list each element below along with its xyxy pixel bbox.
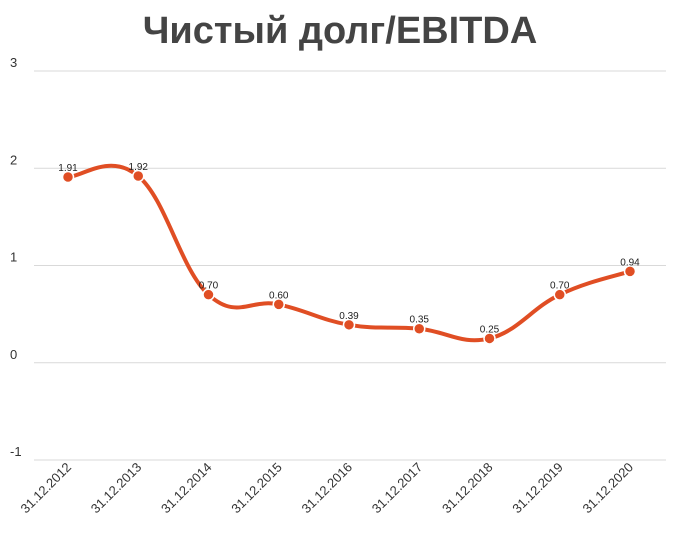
data-point — [132, 169, 145, 183]
data-label: 0.60 — [269, 290, 289, 301]
data-point — [61, 170, 75, 184]
x-tick-label: 31.12.2020 — [579, 460, 636, 517]
y-tick-label: 3 — [10, 55, 17, 70]
series-lines — [66, 163, 632, 343]
x-axis-ticks: 31.12.2012 31.12.2013 31.12.2014 31.12.2015… — [17, 460, 636, 517]
x-tick-label: 31.12.2013 — [88, 460, 145, 517]
data-label: 1.92 — [129, 162, 149, 173]
x-tick-label: 31.12.2015 — [228, 460, 285, 517]
y-tick-label: 1 — [10, 250, 17, 265]
x-tick-label: 31.12.2017 — [369, 460, 426, 517]
y-tick-label: 0 — [10, 347, 17, 362]
y-axis-ticks: 3 2 1 0 -1 — [10, 55, 22, 459]
x-tick-label: 31.12.2012 — [17, 460, 74, 517]
data-labels: 1.91 1.92 0.70 0.60 0.39 0.35 0.25 0.70 0.94 — [58, 162, 640, 335]
data-label: 1.91 — [58, 163, 78, 174]
data-points — [61, 169, 637, 345]
chart-title: Чистый долг/EBITDA — [142, 10, 538, 52]
x-tick-label: 31.12.2016 — [298, 460, 355, 517]
series-line — [66, 163, 632, 343]
data-label: 0.35 — [410, 315, 430, 326]
data-label: 0.70 — [199, 281, 219, 292]
y-tick-label: 2 — [10, 152, 17, 167]
data-point — [272, 298, 285, 311]
data-point — [623, 265, 637, 278]
data-point — [413, 322, 426, 335]
data-point — [483, 332, 496, 345]
x-tick-label: 31.12.2019 — [509, 460, 566, 517]
data-point — [202, 288, 215, 301]
data-point — [553, 288, 566, 301]
y-tick-label: -1 — [10, 444, 22, 459]
data-point — [342, 318, 356, 332]
data-label: 0.39 — [339, 311, 359, 322]
x-tick-label: 31.12.2014 — [158, 460, 215, 517]
x-tick-label: 31.12.2018 — [439, 460, 496, 517]
data-label: 0.94 — [620, 257, 640, 268]
gridlines — [34, 70, 666, 461]
data-label: 0.70 — [550, 281, 570, 292]
data-label: 0.25 — [480, 324, 500, 335]
